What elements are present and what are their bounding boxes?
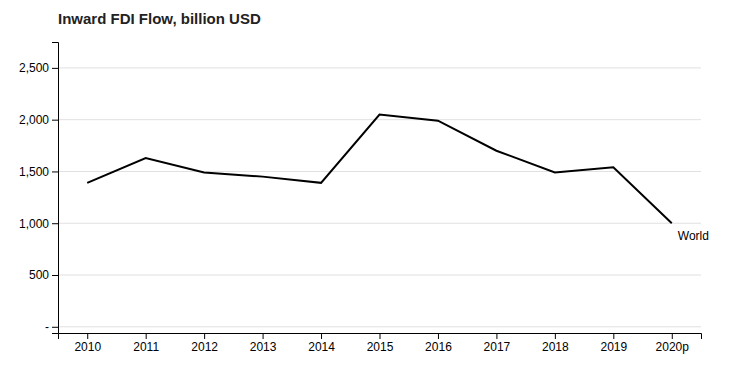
y-tick-mark bbox=[52, 120, 58, 121]
y-tick-mark bbox=[52, 327, 58, 328]
x-tick: 2018 bbox=[542, 333, 569, 354]
x-axis: 2010 2011 2012 2013 2014 2015 2016 2017 2018 2019… bbox=[59, 333, 702, 354]
y-tick-mark bbox=[52, 68, 58, 69]
marks bbox=[87, 114, 672, 223]
x-tick-mark bbox=[321, 333, 322, 339]
x-tick-mark bbox=[496, 333, 497, 339]
grid-line bbox=[58, 326, 701, 327]
x-axis-line bbox=[59, 334, 702, 340]
x-tick: 2013 bbox=[250, 333, 277, 354]
x-tick-mark bbox=[672, 333, 673, 339]
grid bbox=[58, 68, 701, 327]
y-tick-label: 500 bbox=[29, 268, 49, 282]
x-tick-label: 2012 bbox=[191, 340, 218, 354]
x-tick-label: 2013 bbox=[250, 340, 277, 354]
plot: - 500 1,000 1,500 2,000 2,500 2010 2011 2012 2013… bbox=[19, 43, 709, 354]
title: Inward FDI Flow, billion USD bbox=[58, 10, 261, 27]
grid-line bbox=[58, 67, 701, 68]
grid-line bbox=[58, 171, 701, 172]
y-tick-label: 1,500 bbox=[19, 165, 49, 179]
x-tick: 2012 bbox=[191, 333, 218, 354]
x-tick-label: 2011 bbox=[133, 340, 159, 354]
y-tick-label: 2,500 bbox=[19, 61, 49, 75]
grid-line bbox=[58, 119, 701, 120]
y-tick-label: 1,000 bbox=[19, 217, 49, 231]
x-tick: 2019 bbox=[600, 333, 627, 354]
x-tick-mark bbox=[263, 333, 264, 339]
x-tick: 2014 bbox=[308, 333, 335, 354]
x-tick: 2010 bbox=[74, 333, 101, 354]
y-tick: 500 bbox=[29, 268, 58, 282]
x-tick-label: 2015 bbox=[367, 340, 394, 354]
y-tick: 1,500 bbox=[19, 165, 58, 179]
y-tick-mark bbox=[52, 275, 58, 276]
x-tick: 2020p bbox=[656, 333, 690, 354]
y-tick: 2,500 bbox=[19, 61, 58, 75]
grid-line bbox=[58, 223, 701, 224]
x-tick-mark bbox=[555, 333, 556, 339]
x-tick-label: 2020p bbox=[656, 340, 690, 354]
x-tick-mark bbox=[613, 333, 614, 339]
x-tick-mark bbox=[87, 333, 88, 339]
x-tick-label: 2017 bbox=[484, 340, 511, 354]
x-tick: 2011 bbox=[133, 333, 159, 354]
x-tick-mark bbox=[438, 333, 439, 339]
grid-line bbox=[58, 275, 701, 276]
x-tick-label: 2018 bbox=[542, 340, 569, 354]
labels: World bbox=[678, 229, 709, 243]
y-tick: 2,000 bbox=[19, 113, 58, 127]
y-tick-label: 2,000 bbox=[19, 113, 49, 127]
y-tick-label: - bbox=[45, 320, 49, 334]
y-axis: - 500 1,000 1,500 2,000 2,500 bbox=[19, 43, 59, 335]
x-tick-label: 2016 bbox=[425, 340, 452, 354]
x-tick: 2016 bbox=[425, 333, 452, 354]
y-tick: 1,000 bbox=[19, 217, 58, 231]
line bbox=[87, 114, 672, 223]
x-tick: 2017 bbox=[484, 333, 511, 354]
y-axis-line bbox=[52, 43, 59, 334]
chart: Inward FDI Flow, billion USD - 500 1,000 1,5… bbox=[0, 0, 756, 365]
y-tick-mark bbox=[52, 223, 58, 224]
x-tick-label: 2014 bbox=[308, 340, 335, 354]
x-tick-mark bbox=[204, 333, 205, 339]
y-tick: - bbox=[45, 320, 58, 334]
x-tick-label: 2019 bbox=[600, 340, 627, 354]
series-label: World bbox=[678, 229, 709, 243]
x-tick-label: 2010 bbox=[74, 340, 101, 354]
x-tick: 2015 bbox=[367, 333, 394, 354]
x-tick-mark bbox=[380, 333, 381, 339]
x-tick-mark bbox=[146, 333, 147, 339]
y-tick-mark bbox=[52, 171, 58, 172]
